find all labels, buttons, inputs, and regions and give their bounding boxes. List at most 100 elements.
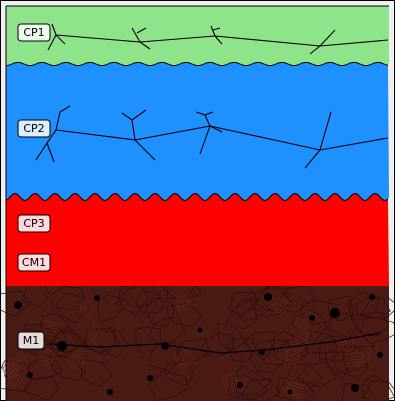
grain xyxy=(0,290,32,318)
hatch-line xyxy=(344,337,349,354)
hatch-line xyxy=(295,335,311,342)
hatch-line xyxy=(179,356,193,367)
hatch-line xyxy=(282,376,289,393)
label-cp3: CP3 xyxy=(17,214,51,233)
hatch-line xyxy=(233,371,238,388)
grain xyxy=(166,303,203,328)
grain xyxy=(148,370,189,401)
grain xyxy=(149,316,185,345)
grain xyxy=(55,292,91,324)
inclusion-dot xyxy=(287,389,293,395)
hatch-line xyxy=(338,336,343,353)
hatch-line xyxy=(278,348,284,364)
hatch-line xyxy=(72,352,84,366)
hatch-line xyxy=(42,322,59,327)
svg-text:CP1: CP1 xyxy=(23,26,44,39)
grain xyxy=(257,339,291,366)
hatch-line xyxy=(173,349,187,360)
hatch-line xyxy=(280,302,291,316)
hatch-line xyxy=(286,347,302,355)
inclusion-dot xyxy=(369,294,375,300)
layer-cp3-cm1 xyxy=(6,193,389,286)
grain xyxy=(350,311,389,337)
grain xyxy=(135,289,166,314)
inclusion-dot xyxy=(14,301,22,309)
hatch-line xyxy=(176,295,179,312)
hatch-line xyxy=(12,361,28,368)
hatch-line xyxy=(14,355,30,362)
hatch-line xyxy=(185,294,188,311)
inclusion-dot xyxy=(57,341,67,351)
hatch-line xyxy=(285,350,301,358)
grain xyxy=(234,297,271,322)
grain xyxy=(26,354,64,381)
hatch-line xyxy=(81,301,93,315)
hatch-line xyxy=(368,348,376,364)
hatch-line xyxy=(92,327,100,343)
label-m1: M1 xyxy=(17,331,45,350)
hatch-line xyxy=(295,316,303,331)
layer-cp1 xyxy=(5,6,389,67)
hatch-line xyxy=(365,347,373,363)
hatch-line xyxy=(10,362,16,378)
m1-crack xyxy=(49,332,381,354)
hatch-line xyxy=(67,356,80,370)
hatch-line xyxy=(227,372,233,389)
hatch-line xyxy=(273,297,284,311)
hatch-line xyxy=(298,317,306,333)
grain xyxy=(97,294,123,324)
cp2-crack xyxy=(35,105,389,169)
inclusion-dot xyxy=(147,375,153,381)
grain xyxy=(244,331,276,361)
svg-text:CP2: CP2 xyxy=(23,122,44,135)
hatch-line xyxy=(346,355,363,358)
inclusion-dot xyxy=(351,384,359,392)
hatch-line xyxy=(293,381,300,397)
hatch-line xyxy=(347,364,364,367)
hatch-line xyxy=(42,354,56,364)
hatch-line xyxy=(175,351,189,362)
hatch-line xyxy=(83,299,95,313)
grain xyxy=(228,291,259,316)
hatch-line xyxy=(70,354,82,368)
grain xyxy=(299,300,340,325)
hatch-line xyxy=(300,318,309,334)
grain xyxy=(342,345,374,373)
cp1-crack xyxy=(47,23,389,55)
svg-text:M1: M1 xyxy=(23,334,40,347)
grain xyxy=(249,285,293,313)
inclusion-dot xyxy=(161,342,169,350)
label-cm1: CM1 xyxy=(17,253,51,272)
hatch-line xyxy=(282,355,298,364)
grain xyxy=(228,375,269,401)
hatch-line xyxy=(13,358,29,365)
grain xyxy=(217,322,247,352)
hatch-line xyxy=(95,328,103,344)
grain xyxy=(290,309,327,343)
grain xyxy=(145,297,175,329)
inclusion-dot xyxy=(94,295,100,301)
hatch-line xyxy=(177,353,191,365)
hatch-line xyxy=(38,349,53,359)
hatch-line xyxy=(288,384,305,390)
grain xyxy=(52,331,87,352)
layer-m1 xyxy=(0,271,395,401)
grain xyxy=(80,358,113,388)
hatch-line xyxy=(347,361,364,364)
inclusion-dot xyxy=(107,389,113,395)
hatch-line xyxy=(8,371,19,386)
inclusion-dot xyxy=(309,315,315,321)
hatch-line xyxy=(275,347,281,364)
hatch-line xyxy=(79,303,91,317)
grain xyxy=(359,317,395,345)
hatch-line xyxy=(85,297,98,311)
grain xyxy=(283,364,323,393)
hatch-line xyxy=(41,325,58,330)
hatch-line xyxy=(1,357,13,370)
grain xyxy=(0,360,32,393)
hatch-line xyxy=(41,328,58,333)
hatch-line xyxy=(350,338,355,355)
hatch-line xyxy=(292,314,300,330)
hatch-line xyxy=(221,374,227,390)
